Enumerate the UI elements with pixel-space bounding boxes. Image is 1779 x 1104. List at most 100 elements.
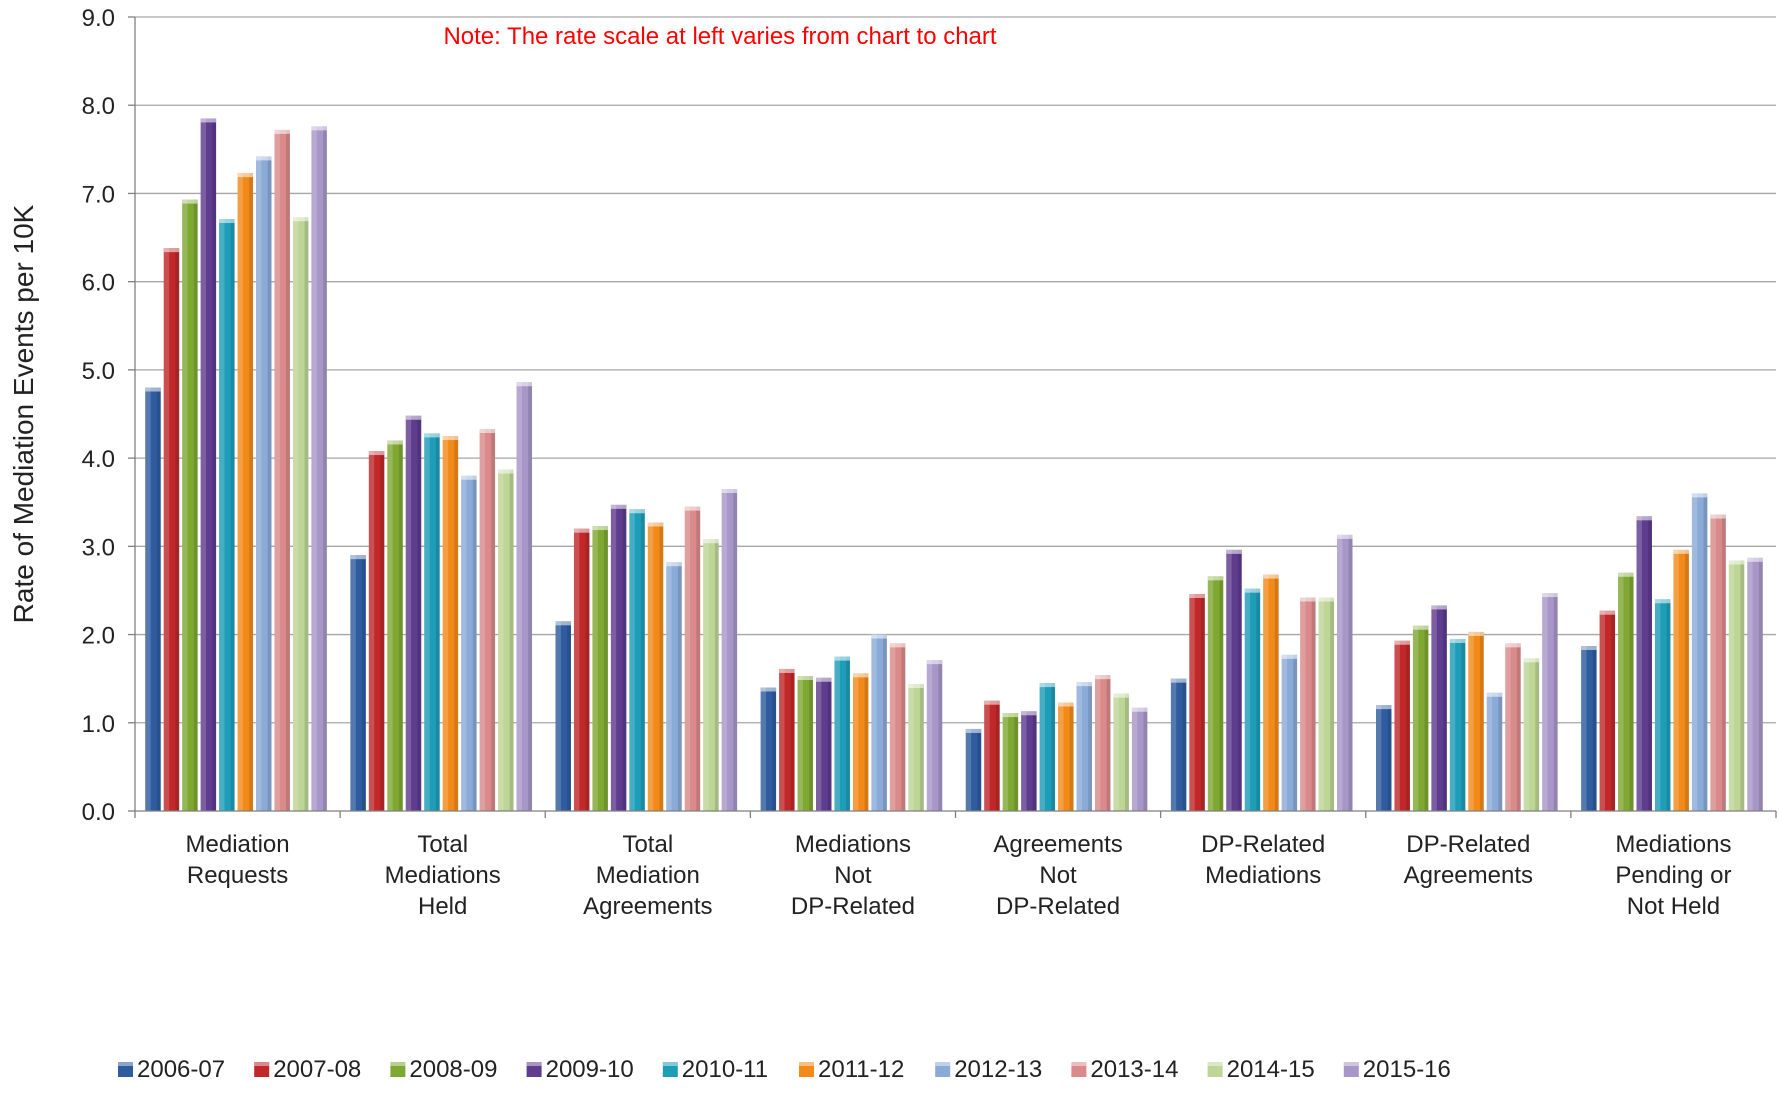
bar (834, 656, 850, 811)
bar-shade (1592, 646, 1597, 811)
bar-highlight (182, 199, 188, 811)
x-tick-label-line: Mediation (186, 831, 290, 858)
bar-top-bevel (703, 539, 719, 544)
bar-shade (567, 621, 571, 811)
x-tick-label-line: Total (417, 831, 468, 858)
bar (1263, 574, 1279, 811)
bar-top-bevel (1300, 597, 1316, 602)
bar-top-bevel (1673, 549, 1689, 554)
bar-highlight (1505, 643, 1511, 811)
bar-highlight (1113, 693, 1119, 811)
bar-shade (1143, 707, 1148, 811)
bar-top-bevel (274, 129, 290, 134)
bar-highlight (350, 555, 356, 811)
bar (1618, 572, 1634, 811)
bar-highlight (1431, 605, 1437, 811)
bar-shade (1125, 693, 1129, 811)
bar-shade (1479, 631, 1484, 811)
bar-shade (827, 677, 832, 811)
bar-highlight (1486, 692, 1493, 811)
bar-shade (1535, 658, 1540, 811)
bar-shade (1106, 675, 1111, 811)
y-tick-label: 4.0 (82, 446, 115, 473)
bar-top-bevel (350, 555, 366, 560)
bar-body (1113, 693, 1129, 811)
bar-highlight (292, 217, 299, 811)
bar (1021, 711, 1037, 811)
bar-shade (1330, 597, 1335, 811)
bar-highlight (610, 504, 617, 811)
bar-shade (864, 673, 869, 811)
bar (1581, 646, 1597, 811)
bar-highlight (1058, 702, 1064, 811)
bar-body (684, 506, 701, 811)
bar (721, 488, 738, 811)
bar-highlight (1207, 576, 1214, 811)
bar-top-bevel (816, 677, 832, 682)
bar-shade (714, 539, 719, 811)
bar (405, 415, 422, 811)
bar-shade (380, 451, 385, 811)
bar-highlight (461, 475, 467, 811)
bar-body (852, 673, 869, 811)
bar-highlight (1189, 593, 1195, 811)
bar (292, 217, 309, 811)
bar-shade (733, 488, 738, 811)
bar-highlight (1376, 705, 1382, 811)
bar-shade (1666, 599, 1671, 811)
bar-top-bevel (219, 219, 235, 224)
bar-body (1599, 610, 1616, 811)
bar-shade (1406, 640, 1410, 811)
bar (163, 248, 180, 812)
legend-swatch (1071, 1062, 1087, 1077)
bar-highlight (1076, 682, 1082, 811)
x-tick-label: Total Mediations Held (385, 831, 501, 920)
bar (1113, 693, 1129, 811)
legend-swatch-bevel (1071, 1062, 1087, 1066)
bar (1170, 678, 1187, 811)
bar-body (200, 118, 217, 811)
bar-top-bevel (797, 676, 814, 681)
bar-top-bevel (1337, 534, 1353, 539)
bar-body (1431, 605, 1447, 811)
bar (1747, 557, 1763, 811)
bar-highlight (703, 539, 709, 811)
bar-top-bevel (852, 673, 869, 678)
legend-label: 2012-13 (954, 1056, 1042, 1083)
bar-highlight (219, 219, 225, 812)
bar-top-bevel (871, 634, 887, 639)
bar-top-bevel (1318, 597, 1335, 602)
bar-shade (286, 129, 290, 811)
bar-top-bevel (592, 526, 608, 531)
bar-shade (790, 668, 795, 811)
bar-shade (491, 428, 496, 811)
legend-label: 2015-16 (1363, 1056, 1451, 1083)
bar-highlight (1412, 625, 1419, 811)
bar-highlight (256, 156, 262, 811)
bar-highlight (1094, 675, 1101, 811)
bar-shade (156, 387, 161, 811)
bar-highlight (721, 488, 728, 811)
x-tick-label-line: Not Held (1627, 893, 1720, 920)
bar (555, 621, 571, 811)
bar-shade (1648, 516, 1652, 811)
bar-highlight (926, 660, 933, 811)
bar-shade (212, 118, 217, 811)
bar-top-bevel (1431, 605, 1447, 610)
bar-shade (175, 248, 180, 812)
bar-top-bevel (1021, 711, 1037, 716)
legend-item: 2009-10 (526, 1056, 634, 1083)
bar-shade (1611, 610, 1616, 811)
bar-shade (1424, 625, 1429, 811)
x-tick-label-line: Pending or (1615, 862, 1731, 889)
y-tick-label: 8.0 (82, 93, 115, 120)
bar (145, 387, 161, 811)
bar-highlight (1394, 640, 1400, 811)
bar-shade (1311, 597, 1316, 811)
bar (1076, 682, 1092, 811)
bar-body (516, 382, 532, 811)
bar-top-bevel (516, 382, 532, 387)
bar-body (908, 683, 924, 811)
bar-shade (435, 433, 440, 811)
bar-highlight (1728, 560, 1735, 811)
